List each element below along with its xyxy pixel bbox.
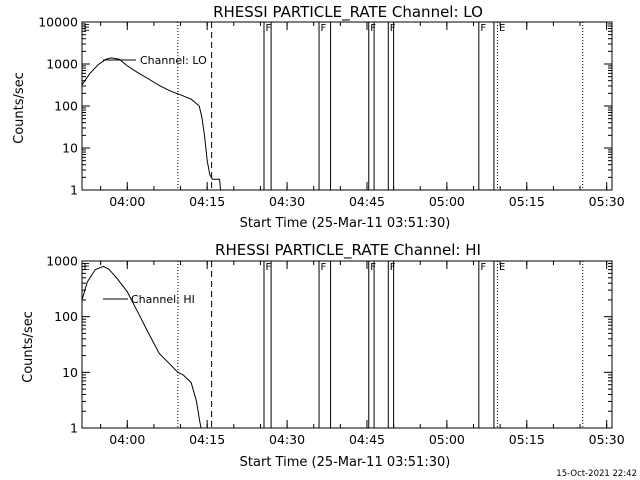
y-tick-label-lo: 10000 bbox=[38, 15, 78, 30]
event-marker-label-lo: F bbox=[390, 23, 396, 34]
x-tick-label-lo: 05:30 bbox=[589, 194, 625, 209]
x-tick-label-lo: 04:00 bbox=[109, 194, 145, 209]
event-marker-label-hi: F bbox=[370, 262, 376, 273]
x-tick-label-hi: 05:30 bbox=[589, 432, 625, 447]
event-marker-label-hi: F bbox=[390, 262, 396, 273]
panel-hi: RHESSI PARTICLE_RATE Channel: HI Counts/… bbox=[21, 241, 625, 470]
x-tick-label-hi: 04:15 bbox=[189, 432, 225, 447]
series-line-hi bbox=[81, 265, 202, 429]
plot-frame-hi bbox=[81, 260, 613, 429]
panel-lo: RHESSI PARTICLE_RATE Channel: LO Counts/… bbox=[12, 3, 625, 231]
y-axis-label-hi: Counts/sec bbox=[21, 311, 36, 383]
event-marker-label-lo: F bbox=[480, 23, 486, 34]
event-marker-label-lo: E bbox=[499, 23, 505, 34]
x-tick-label-hi: 05:00 bbox=[429, 432, 465, 447]
event-marker-label-lo: F bbox=[370, 23, 376, 34]
event-marker-label-hi: F bbox=[321, 262, 327, 273]
event-marker-label-lo: F bbox=[321, 23, 327, 34]
x-tick-label-lo: 04:45 bbox=[349, 194, 385, 209]
event-marker-label-hi: E bbox=[499, 262, 505, 273]
legend-hi: Channel: HI bbox=[103, 293, 195, 306]
y-tick-label-hi: 10 bbox=[62, 365, 78, 380]
y-axis-label-lo: Counts/sec bbox=[12, 72, 27, 144]
chart-title-lo: RHESSI PARTICLE_RATE Channel: LO bbox=[213, 3, 483, 22]
legend-label-hi: Channel: HI bbox=[131, 293, 195, 306]
event-marker-label-hi: F bbox=[265, 262, 271, 273]
event-marker-label-lo: E bbox=[84, 23, 90, 34]
x-tick-label-hi: 04:00 bbox=[109, 432, 145, 447]
y-tick-label-lo: 10 bbox=[62, 141, 78, 156]
chart-title-hi: RHESSI PARTICLE_RATE Channel: HI bbox=[215, 241, 481, 260]
series-line-lo bbox=[81, 57, 221, 191]
y-tick-label-lo: 1000 bbox=[46, 57, 78, 72]
x-tick-label-lo: 04:30 bbox=[269, 194, 305, 209]
y-tick-label-hi: 1000 bbox=[46, 254, 78, 269]
legend-label-lo: Channel: LO bbox=[140, 54, 207, 67]
x-tick-label-lo: 05:15 bbox=[509, 194, 545, 209]
event-marker-label-lo: F bbox=[265, 23, 271, 34]
y-tick-label-lo: 100 bbox=[54, 99, 78, 114]
x-tick-label-hi: 04:45 bbox=[349, 432, 385, 447]
x-tick-label-lo: 05:00 bbox=[429, 194, 465, 209]
x-axis-label-hi: Start Time (25-Mar-11 03:51:30) bbox=[240, 455, 451, 470]
y-tick-label-hi: 1 bbox=[70, 421, 78, 436]
y-tick-label-hi: 100 bbox=[54, 309, 78, 324]
x-tick-label-lo: 04:15 bbox=[189, 194, 225, 209]
x-tick-label-hi: 05:15 bbox=[509, 432, 545, 447]
event-marker-label-hi: F bbox=[480, 262, 486, 273]
y-tick-label-lo: 1 bbox=[70, 183, 78, 198]
x-axis-label-lo: Start Time (25-Mar-11 03:51:30) bbox=[240, 216, 451, 231]
event-marker-label-hi: E bbox=[84, 262, 90, 273]
legend-lo: Channel: LO bbox=[103, 54, 207, 67]
x-tick-label-hi: 04:30 bbox=[269, 432, 305, 447]
footer-timestamp: 15-Oct-2021 22:42 bbox=[556, 469, 637, 479]
